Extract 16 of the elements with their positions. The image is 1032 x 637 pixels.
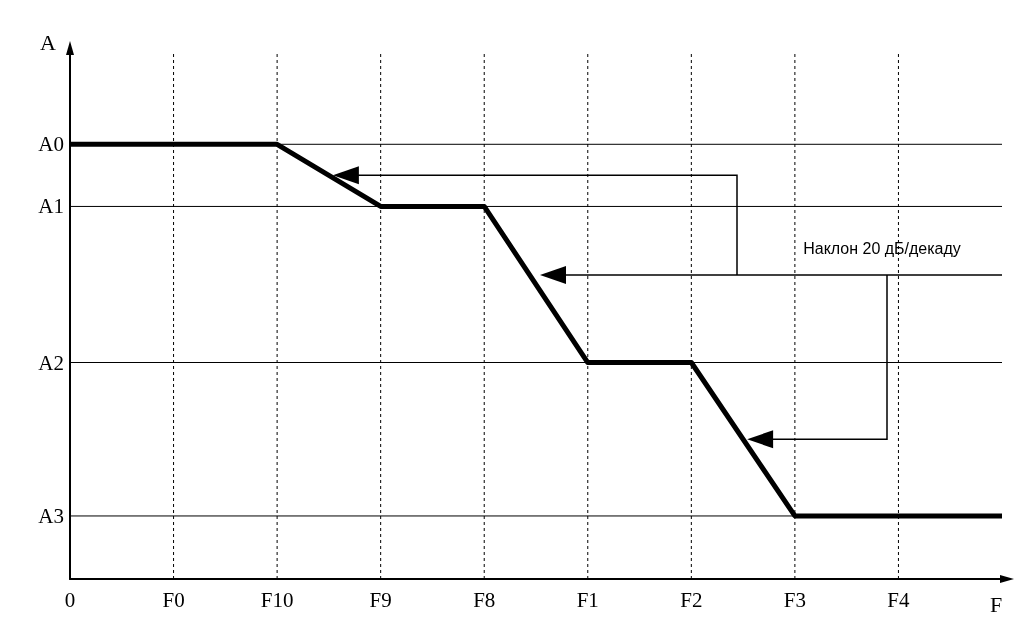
- x-tick-label: F2: [680, 587, 703, 612]
- x-tick-label: F4: [887, 587, 911, 612]
- x-tick-label: F8: [473, 587, 496, 612]
- x-tick-label: F9: [369, 587, 392, 612]
- x-tick-label: F0: [162, 587, 185, 612]
- ref-line-label: A0: [38, 132, 64, 157]
- y-axis-title: A: [40, 29, 57, 55]
- x-axis-title: F: [990, 591, 1003, 617]
- ref-line-label: A2: [38, 350, 64, 375]
- ref-line-label: A3: [38, 503, 64, 528]
- x-tick-label: F3: [783, 587, 806, 612]
- x-tick-label: F10: [260, 587, 294, 612]
- annotation: Наклон 20 дБ/декаду: [803, 239, 961, 257]
- ref-line-label: A1: [38, 194, 64, 219]
- x-tick-label: 0: [64, 587, 76, 612]
- x-tick-label: F1: [576, 587, 599, 612]
